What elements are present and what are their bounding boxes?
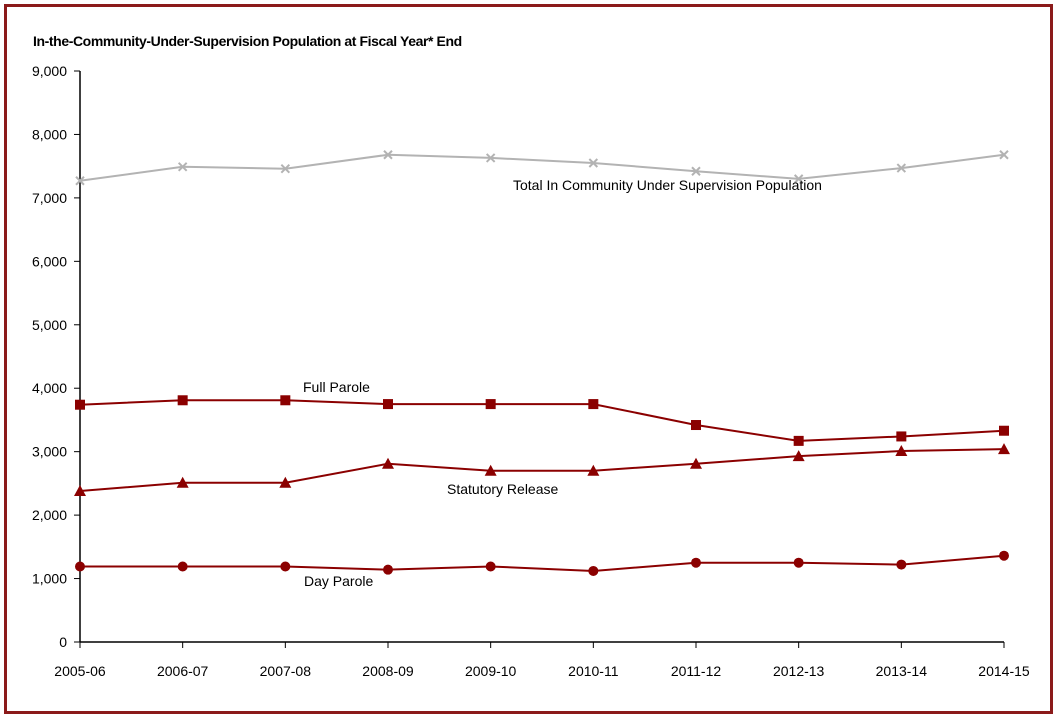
series-statutory-release: Statutory Release xyxy=(74,443,1010,497)
series-label: Statutory Release xyxy=(447,481,558,497)
data-point xyxy=(382,457,394,469)
data-point xyxy=(177,561,188,572)
data-point xyxy=(587,464,600,476)
data-point xyxy=(999,425,1009,436)
data-point xyxy=(280,561,291,572)
y-tick-label: 6,000 xyxy=(32,253,67,269)
series-label: Full Parole xyxy=(303,379,370,395)
x-tick-label: 2014-15 xyxy=(978,663,1030,679)
data-point xyxy=(896,559,907,570)
axes: 0 1,000 2,000 3,000 4,000 5,000 6,000 7,000 8,00… xyxy=(32,63,1030,679)
y-tick-label: 1,000 xyxy=(32,571,67,587)
data-point xyxy=(793,435,804,446)
series-total-in-community-under-supervision-population: Total In Community Under Supervision Pop… xyxy=(75,150,1009,193)
data-point xyxy=(485,399,496,410)
y-tick-label: 9,000 xyxy=(32,63,67,79)
series-label: Total In Community Under Supervision Pop… xyxy=(513,177,822,193)
data-point xyxy=(690,457,702,469)
data-point xyxy=(999,550,1009,561)
data-point xyxy=(588,565,599,576)
y-tick-label: 3,000 xyxy=(32,444,67,460)
series-line xyxy=(80,554,1005,572)
series-day-parole: Day Parole xyxy=(75,550,1009,589)
y-tick-label: 4,000 xyxy=(32,380,67,396)
data-point xyxy=(74,485,86,497)
data-point xyxy=(383,150,393,160)
data-point xyxy=(75,399,85,410)
x-tick-label: 2007-08 xyxy=(260,663,312,679)
data-point xyxy=(383,564,393,575)
data-point xyxy=(691,420,701,431)
series-line xyxy=(79,153,1005,182)
x-tick-label: 2012-13 xyxy=(773,663,825,679)
data-point xyxy=(896,163,907,173)
data-point xyxy=(793,174,804,184)
data-point xyxy=(75,176,85,186)
y-tick-label: 0 xyxy=(59,634,67,650)
data-point xyxy=(177,395,188,406)
series-full-parole: Full Parole xyxy=(75,379,1009,446)
x-tick-label: 2011-12 xyxy=(671,663,722,679)
data-point xyxy=(896,431,907,442)
y-tick-label: 5,000 xyxy=(32,317,67,333)
chart-frame xyxy=(4,4,1053,714)
data-point xyxy=(176,476,189,488)
data-point xyxy=(177,162,188,172)
x-tick-label: 2005-06 xyxy=(54,663,106,679)
data-point xyxy=(588,158,599,168)
data-point xyxy=(998,443,1010,455)
data-point xyxy=(691,557,701,568)
x-tick-label: 2009-10 xyxy=(465,663,517,679)
series-line xyxy=(79,448,1005,492)
x-tick-label: 2013-14 xyxy=(876,663,928,679)
data-point xyxy=(999,150,1009,160)
series-label: Day Parole xyxy=(304,573,373,589)
data-point xyxy=(691,166,701,176)
data-point xyxy=(793,557,804,568)
y-tick-label: 8,000 xyxy=(32,126,67,142)
data-point xyxy=(279,476,292,488)
series-group: Total In Community Under Supervision Pop… xyxy=(74,150,1010,589)
x-tick-label: 2010-11 xyxy=(568,663,619,679)
data-point xyxy=(383,399,393,410)
data-point xyxy=(792,450,805,462)
x-tick-label: 2006-07 xyxy=(157,663,209,679)
data-point xyxy=(485,561,496,572)
x-tick-label: 2008-09 xyxy=(362,663,414,679)
y-tick-label: 7,000 xyxy=(32,190,67,206)
data-point xyxy=(75,561,85,572)
data-point xyxy=(280,395,291,406)
data-point xyxy=(485,153,496,163)
data-point xyxy=(895,445,908,457)
chart-title: In-the-Community-Under-Supervision Popul… xyxy=(33,33,462,49)
y-tick-label: 2,000 xyxy=(32,507,67,523)
series-line xyxy=(79,399,1005,442)
data-point xyxy=(484,464,497,476)
data-point xyxy=(280,163,291,174)
data-point xyxy=(588,399,599,410)
